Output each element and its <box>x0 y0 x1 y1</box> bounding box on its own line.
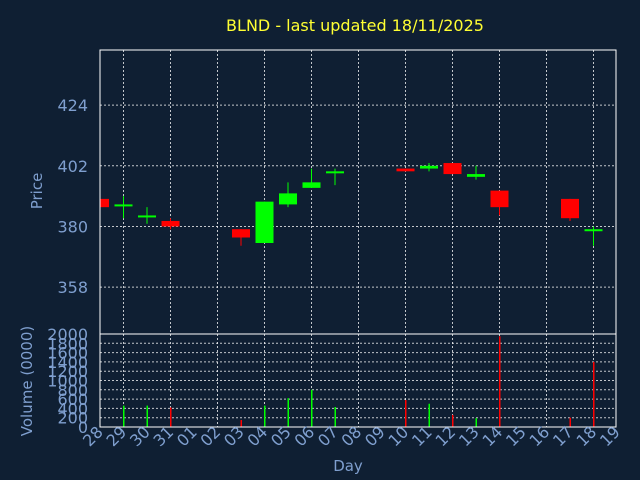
volume-tick-label: 1400 <box>47 353 88 372</box>
volume-tick-label: 1000 <box>47 372 88 391</box>
candle-body <box>302 182 321 188</box>
volume-tick-label: 1200 <box>47 362 88 381</box>
volume-plot-frame <box>99 333 617 428</box>
volume-bar <box>264 405 266 427</box>
candle-body <box>100 198 109 208</box>
volume-tick-label: 2000 <box>47 325 88 344</box>
volume-tick-label: 600 <box>57 390 88 409</box>
volume-bar <box>146 405 148 427</box>
candle-body <box>255 201 274 244</box>
candle-body <box>490 190 509 208</box>
volume-tick-label: 200 <box>57 409 88 428</box>
volume-tick-label: 0 <box>78 418 88 437</box>
candle-body <box>232 229 250 238</box>
volume-bar <box>428 403 430 427</box>
candle-body <box>561 198 579 219</box>
day-axis-label: Day <box>333 457 363 475</box>
candle-body <box>396 168 415 172</box>
volume-bar <box>452 414 454 427</box>
price-axis-label: Price <box>28 173 46 210</box>
volume-tick-label: 1800 <box>47 334 88 353</box>
candle-body <box>138 215 156 218</box>
volume-bar <box>311 389 313 427</box>
price-tick-label: 402 <box>57 157 88 176</box>
volume-bar <box>240 420 242 427</box>
volume-tick-label: 1600 <box>47 344 88 363</box>
volume-bar <box>287 398 289 427</box>
chart-title: BLND - last updated 18/11/2025 <box>226 16 484 35</box>
candle-body <box>420 165 438 169</box>
price-tick-label: 380 <box>57 217 88 236</box>
volume-axis-label: Volume (0000) <box>18 326 36 436</box>
candle-body <box>114 204 133 207</box>
candle-body <box>467 174 485 177</box>
volume-bar <box>170 407 172 427</box>
day-axis: 2829303101020304050607080910111213141516… <box>79 422 624 450</box>
volume-bar <box>405 400 407 427</box>
volume-bar <box>499 336 501 427</box>
candle-body <box>279 193 297 205</box>
volume-tick-label: 400 <box>57 399 88 418</box>
candle-body <box>161 220 180 227</box>
candle-body <box>584 229 603 232</box>
price-panel: 358 380 402 424 <box>57 49 617 335</box>
volume-bar <box>475 418 477 427</box>
price-tick-label: 424 <box>57 96 88 115</box>
candle-body <box>443 163 462 175</box>
price-tick-label: 358 <box>57 278 88 297</box>
volume-bar <box>123 405 125 427</box>
volume-bar <box>334 407 336 427</box>
volume-bar <box>569 417 571 427</box>
volume-bar <box>593 361 595 427</box>
volume-tick-label: 800 <box>57 381 88 400</box>
candle-body <box>326 171 344 174</box>
